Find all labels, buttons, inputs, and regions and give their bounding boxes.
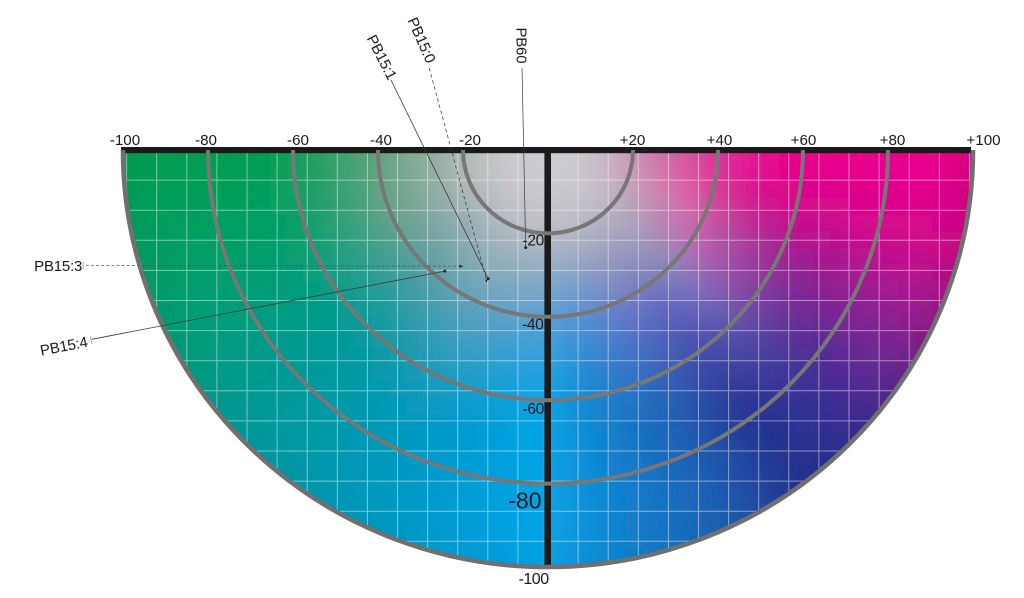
svg-text:PB15:0: PB15:0 (404, 15, 439, 66)
svg-text:PB15:1: PB15:1 (363, 32, 400, 83)
svg-text:-20: -20 (459, 132, 481, 149)
svg-text:-60: -60 (287, 132, 309, 149)
svg-text:-100: -100 (110, 132, 140, 149)
svg-text:+40: +40 (707, 132, 733, 149)
svg-text:-80: -80 (195, 132, 217, 149)
svg-text:PB60: PB60 (513, 27, 530, 63)
svg-text:+100: +100 (966, 132, 1000, 149)
svg-text:+20: +20 (620, 132, 646, 149)
svg-text:+60: +60 (791, 132, 817, 149)
svg-text:-80: -80 (508, 487, 541, 513)
svg-text:-40: -40 (370, 132, 392, 149)
svg-text:-40: -40 (522, 316, 544, 333)
svg-text:-100: -100 (519, 571, 550, 588)
svg-text:+80: +80 (880, 132, 906, 149)
svg-text:PB15:4: PB15:4 (39, 334, 89, 360)
svg-text:-60: -60 (522, 401, 544, 418)
svg-text:-20: -20 (522, 232, 544, 249)
svg-text:PB15:3: PB15:3 (34, 258, 82, 275)
